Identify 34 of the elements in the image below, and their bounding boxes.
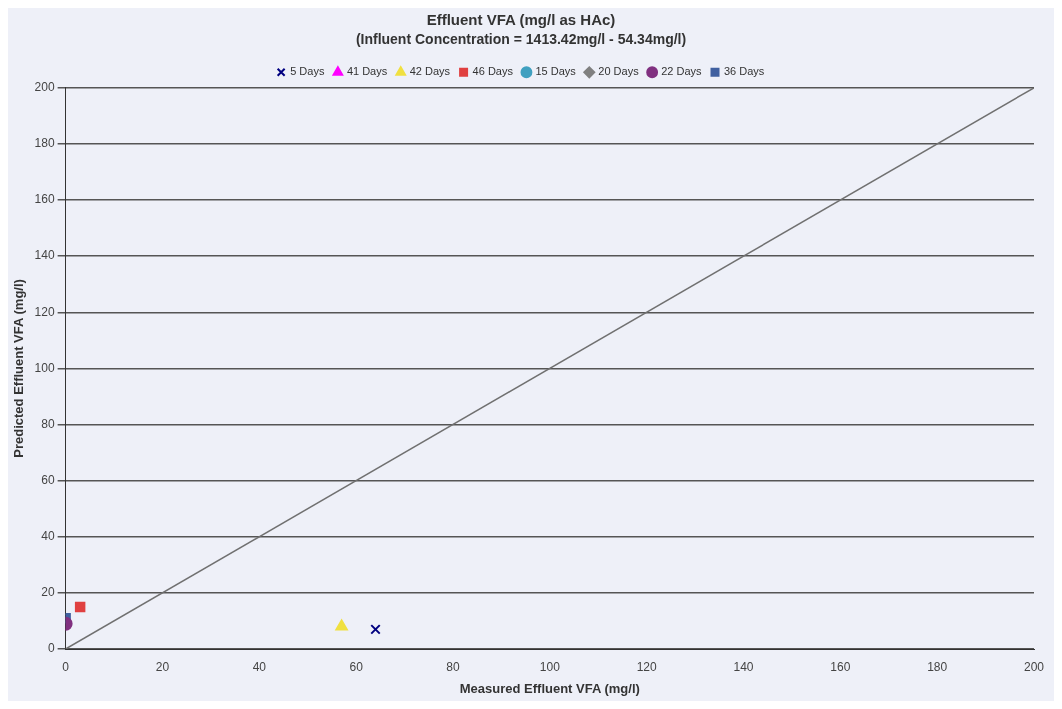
y-tick-label: 100 [34, 360, 55, 375]
legend-label: 42 Days [409, 65, 451, 78]
y-tick-label: 120 [34, 304, 55, 319]
x-tick-label: 60 [349, 659, 364, 674]
y-tick-label: 160 [34, 192, 55, 207]
x-tick-label: 20 [155, 659, 170, 674]
x-tick-label: 140 [733, 659, 754, 674]
x-tick-label: 120 [636, 659, 657, 674]
y-axis-title: Predicted Effluent VFA (mg/l) [11, 279, 27, 458]
legend-label: 36 Days [724, 65, 765, 78]
x-tick-label: 180 [927, 659, 948, 674]
legend-label: 5 Days [290, 65, 325, 78]
legend-label: 41 Days [346, 65, 388, 78]
x-axis-title: Measured Effluent VFA (mg/l) [459, 680, 640, 696]
chart-subtitle: (Influent Concentration = 1413.42mg/l - 54.34mg/l) [355, 31, 687, 48]
x-tick-label: 40 [252, 659, 267, 674]
legend-label: 22 Days [661, 65, 702, 78]
y-tick-label: 0 [47, 641, 55, 656]
y-tick-label: 140 [34, 248, 55, 263]
x-tick-label: 0 [62, 659, 70, 674]
y-tick-label: 60 [41, 472, 55, 487]
y-tick-label: 80 [41, 416, 55, 431]
x-tick-label: 100 [539, 659, 561, 674]
y-tick-label: 20 [41, 585, 55, 600]
y-tick-label: 40 [41, 529, 55, 544]
chart-title: Effluent VFA (mg/l as HAc) [426, 11, 616, 29]
x-tick-label: 80 [446, 659, 460, 674]
y-tick-label: 200 [34, 80, 55, 95]
x-tick-label: 160 [830, 659, 851, 674]
legend-label: 46 Days [472, 65, 514, 78]
y-tick-label: 180 [34, 136, 55, 151]
legend-label: 20 Days [598, 65, 640, 78]
legend-label: 15 Days [535, 65, 577, 78]
x-tick-label: 200 [1023, 659, 1045, 674]
